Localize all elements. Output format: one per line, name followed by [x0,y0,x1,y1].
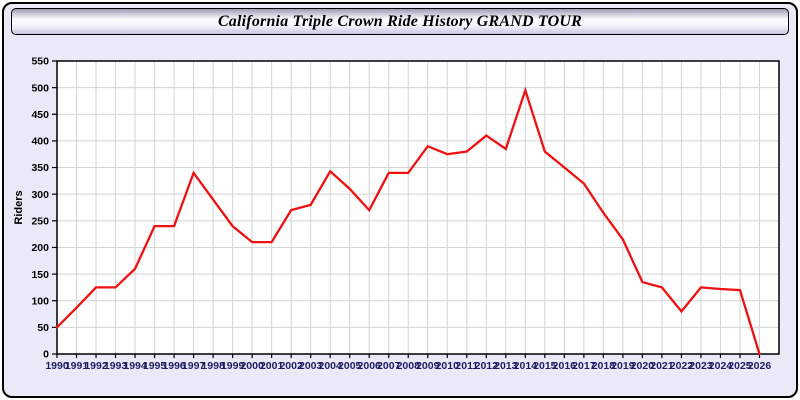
x-tick-label: 2010 [436,360,460,372]
x-tick-label: 1991 [65,360,89,372]
x-tick-label: 2018 [592,360,616,372]
x-tick-label: 1999 [221,360,245,372]
x-tick-label: 2014 [514,360,538,372]
chart-title: California Triple Crown Ride History GRA… [217,12,583,30]
riders-line-chart: 0501001502002503003504004505005501990199… [13,56,780,372]
x-tick-label: 1995 [143,360,167,372]
x-tick-label: 2021 [650,360,674,372]
x-tick-label: 2020 [631,360,655,372]
x-tick-label: 1996 [162,360,186,372]
y-tick-label: 250 [31,215,49,227]
x-tick-label: 2017 [572,360,596,372]
y-tick-label: 200 [31,242,49,254]
x-tick-label: 1994 [123,360,147,372]
y-tick-label: 300 [31,189,49,201]
y-tick-label: 350 [31,162,49,174]
y-tick-label: 50 [37,322,49,334]
x-tick-label: 2025 [728,360,752,372]
x-tick-label: 2013 [494,360,518,372]
x-tick-label: 2007 [377,360,401,372]
x-tick-label: 2019 [611,360,635,372]
x-tick-label: 1990 [45,360,69,372]
axis-frame [56,60,780,355]
x-tick-label: 1998 [201,360,225,372]
y-axis-title: Riders [13,190,25,224]
riders-series-line [55,86,761,356]
y-tick-label: 550 [31,56,49,68]
x-tick-label: 1993 [104,360,128,372]
x-tick-label: 2006 [358,360,382,372]
x-tick-label: 2026 [748,360,772,372]
x-tick-label: 2001 [260,360,284,372]
x-tick-label: 2009 [416,360,440,372]
x-tick-label: 2000 [240,360,264,372]
x-tick-label: 2012 [475,360,499,372]
y-tick-label: 400 [31,136,49,148]
plot-area [57,61,779,354]
x-tick-label: 2022 [670,360,694,372]
x-tick-label: 2008 [397,360,421,372]
x-tick-label: 2011 [455,360,478,372]
y-tick-label: 450 [31,109,49,121]
x-tick-label: 2015 [533,360,557,372]
x-tick-label: 2023 [689,360,713,372]
chart-region: 0 50 100 150 200 250 300 350 400 450 500 550 1990 199… [4,4,796,396]
y-tick-label: 150 [31,269,49,281]
x-tick-label: 2005 [338,360,362,372]
x-tick-label: 2003 [299,360,323,372]
x-tick-label: 2024 [709,360,733,372]
x-tick-label: 2016 [553,360,577,372]
y-tick-label: 100 [31,295,49,307]
x-tick-label: 2004 [319,360,343,372]
y-tick-label: 0 [43,349,49,361]
x-tick-label: 1992 [84,360,108,372]
y-tick-label: 500 [31,82,49,94]
x-tick-label: 1997 [182,360,206,372]
title-bar: California Triple Crown Ride History GRA… [11,8,789,35]
x-tick-label: 2002 [279,360,303,372]
